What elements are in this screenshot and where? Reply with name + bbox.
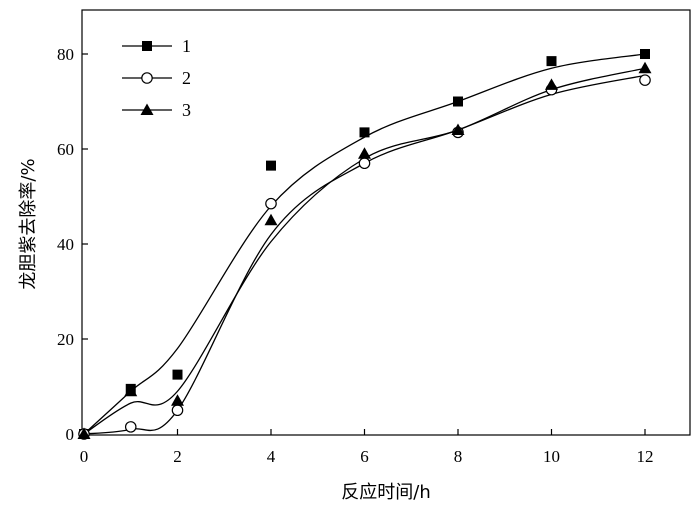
series-1-point — [359, 127, 370, 138]
series-3-point — [358, 147, 371, 159]
y-tick-label: 0 — [66, 425, 75, 444]
series-2-point — [171, 404, 184, 417]
legend: 1 2 3 — [122, 36, 191, 120]
x-axis-title: 反应时间/h — [341, 482, 430, 503]
markers — [77, 49, 652, 440]
y-axis-title: 龙胆紫去除率/% — [18, 158, 39, 289]
series-1-point — [453, 96, 463, 107]
series-3-point — [451, 123, 465, 135]
series-2-point — [124, 421, 137, 433]
x-tick-label: 4 — [267, 447, 276, 466]
series-1-point — [266, 160, 276, 171]
series-1-point — [640, 49, 650, 59]
series-1-line — [83, 53, 646, 435]
series-3-point — [124, 384, 138, 397]
legend-marker-2 — [141, 72, 153, 84]
x-tick-label: 12 — [637, 447, 654, 466]
series-2-point — [265, 197, 277, 210]
legend-marker-1 — [142, 41, 152, 51]
y-tick-label: 80 — [57, 45, 74, 64]
x-tick-label: 8 — [454, 447, 463, 466]
x-tick-label: 6 — [360, 447, 369, 466]
y-tick-label: 20 — [57, 330, 74, 349]
series-3-point — [638, 61, 652, 74]
series-2-line — [83, 74, 646, 435]
series-3-line — [83, 67, 646, 435]
x-tick-label: 10 — [543, 447, 560, 466]
series-2-point — [639, 74, 651, 86]
series-1-point — [546, 56, 557, 67]
series-3-point — [264, 213, 278, 226]
legend-label-1: 1 — [182, 36, 191, 56]
x-tick-label: 0 — [80, 447, 89, 466]
series-1-point — [172, 369, 183, 380]
series-2-point — [358, 157, 371, 170]
series-3-point — [545, 78, 558, 90]
y-tick-label: 40 — [57, 235, 74, 254]
legend-label-3: 3 — [182, 100, 191, 120]
curves — [83, 53, 646, 435]
y-tick-label: 60 — [57, 140, 74, 159]
legend-label-2: 2 — [182, 68, 191, 88]
series-3-point — [77, 427, 91, 439]
x-tick-label: 2 — [173, 447, 182, 466]
legend-marker-3 — [140, 103, 154, 115]
series-3-point — [171, 394, 184, 406]
plot-frame — [81, 9, 691, 436]
